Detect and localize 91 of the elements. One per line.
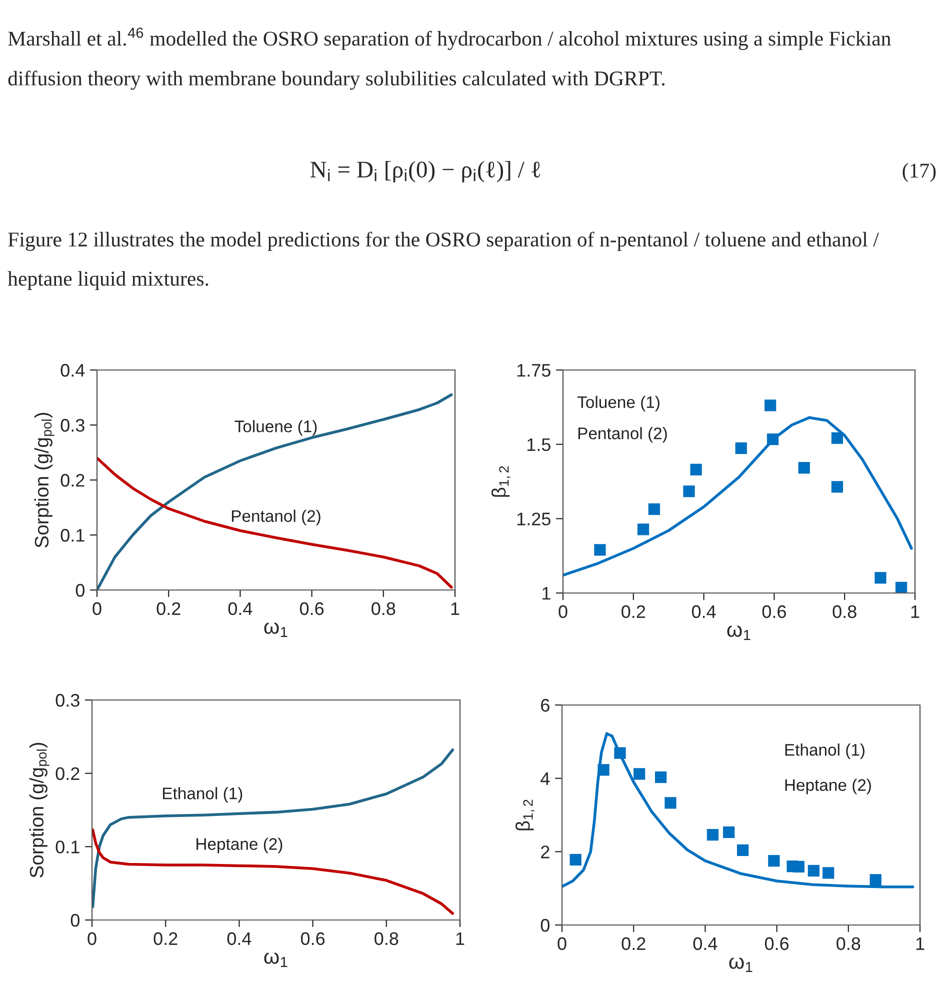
- series-label: Toluene (1): [234, 420, 317, 436]
- x-tick-label: 0.4: [228, 602, 252, 616]
- x-tick-label: 0.8: [836, 937, 860, 950]
- x-tick-label: 0.6: [300, 932, 325, 946]
- line-series: [563, 416, 913, 577]
- line-series: [562, 732, 914, 888]
- point: [798, 462, 810, 474]
- x-tick-label: 0.8: [832, 605, 856, 618]
- y-tick-label: 0.2: [56, 767, 80, 780]
- point: [723, 826, 735, 838]
- annotation: Heptane (2): [785, 778, 871, 794]
- x-tick-label: 1: [451, 602, 460, 615]
- x-tick-label: 1: [916, 937, 924, 950]
- x-axis-title: ω$_{1}$: [727, 625, 750, 640]
- x-tick-label: 0.2: [156, 602, 180, 616]
- y-tick-label: 1.5: [527, 438, 550, 452]
- y-tick-label: 0.1: [60, 528, 84, 542]
- point: [808, 864, 820, 877]
- point: [735, 442, 747, 454]
- point: [683, 486, 695, 498]
- x-tick-label: 0.4: [693, 937, 718, 950]
- line-series: [92, 828, 454, 915]
- point: [768, 855, 780, 867]
- text: N$_{i}$ = D$_{i}$ [ρ$_{i}$(0) − ρ$_{i}$(ℓ)] / ℓ: [310, 160, 540, 182]
- point: [870, 874, 882, 886]
- x-tick-label: 0.6: [300, 602, 324, 616]
- line-series: [97, 456, 453, 589]
- y-tick-label: 1.75: [517, 364, 550, 377]
- y-axis-title: Sorption (g/g$_{pol}$): [34, 412, 54, 548]
- series-label: Pentanol (2): [232, 510, 320, 526]
- y-axis-title: β$_{1,2}$: [491, 466, 510, 497]
- x-axis-title: ω$_{1}$: [264, 952, 288, 968]
- line-series: [97, 393, 453, 590]
- point: [874, 572, 886, 584]
- y-axis-title: Sorption (g/g$_{pol}$): [29, 742, 50, 878]
- point: [594, 544, 606, 556]
- text: Marshall et al.$^{46}$ modelled the OSRO separation of hydrocarbon / alcohol mixtures using a simple Fickian diffusion theory with membrane boundary solubilities calculated with DGRPT.: [8, 28, 891, 90]
- y-tick-label: 2: [541, 846, 550, 858]
- caption: Figure 12 illustrates the model predictions for the OSRO separation of n-pentanol / toluene and ethanol / heptane liquid mixtures.: [8, 232, 879, 290]
- y-tick-label: 0: [70, 914, 80, 927]
- x-tick-label: 0.4: [692, 605, 716, 618]
- x-tick-label: 0: [558, 605, 568, 618]
- line-series: [92, 748, 454, 908]
- y-tick-label: 4: [540, 772, 550, 785]
- x-tick-label: 0: [92, 602, 102, 616]
- y-tick-label: 1.25: [517, 512, 550, 526]
- y-tick-label: 0.4: [60, 364, 85, 377]
- y-tick-label: 0.3: [56, 694, 80, 707]
- y-tick-label: 1: [542, 587, 550, 600]
- y-axis-title: β$_{1,2}$: [516, 800, 534, 830]
- annotation: Pentanol (2): [578, 427, 667, 443]
- point: [664, 797, 676, 809]
- point: [637, 524, 650, 536]
- x-tick-label: 0.8: [372, 602, 396, 616]
- point: [570, 854, 582, 866]
- x-tick-label: 0: [558, 937, 566, 950]
- x-tick-label: 0.6: [764, 937, 789, 950]
- point: [634, 768, 646, 780]
- y-tick-label: 0.1: [56, 840, 80, 854]
- point: [831, 432, 844, 444]
- x-tick-label: 0.6: [762, 605, 786, 618]
- y-tick-label: 0.2: [60, 474, 84, 487]
- y-tick-label: 0: [540, 918, 550, 932]
- x-tick-label: 0.2: [622, 605, 646, 618]
- y-tick-label: 0: [76, 584, 84, 597]
- annotation: Toluene (1): [577, 396, 660, 412]
- x-tick-label: 0.2: [154, 932, 178, 946]
- point: [792, 860, 804, 873]
- point: [736, 844, 749, 856]
- point: [831, 481, 844, 493]
- point: [690, 464, 702, 476]
- x-axis-title: ω$_{1}$: [264, 622, 288, 638]
- y-tick-label: 6: [541, 698, 550, 712]
- point: [822, 867, 834, 879]
- annotation: Ethanol (1): [785, 744, 864, 760]
- point: [895, 582, 908, 593]
- x-tick-label: 1: [456, 932, 464, 945]
- series-label: Heptane (2): [196, 838, 282, 854]
- series-label: Ethanol (1): [163, 787, 242, 803]
- text: (17): [902, 163, 936, 182]
- point: [706, 828, 719, 841]
- point: [648, 503, 660, 515]
- point: [764, 400, 776, 412]
- point: [655, 771, 667, 784]
- x-tick-label: 0.2: [622, 937, 646, 950]
- x-tick-label: 0.8: [374, 932, 398, 946]
- x-tick-label: 1: [911, 605, 920, 618]
- x-tick-label: 0.4: [227, 932, 252, 946]
- x-axis-title: ω$_{1}$: [729, 957, 752, 972]
- y-tick-label: 0.3: [60, 418, 84, 432]
- x-tick-label: 0: [88, 932, 96, 946]
